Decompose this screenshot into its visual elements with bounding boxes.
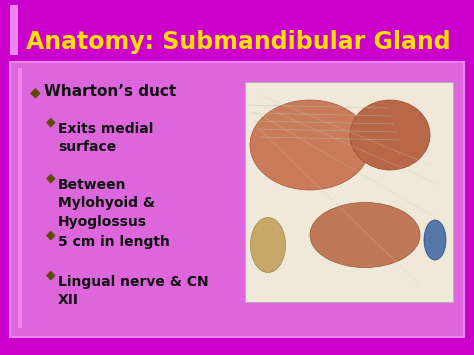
Ellipse shape <box>250 100 370 190</box>
Ellipse shape <box>350 100 430 170</box>
Bar <box>10 62 464 337</box>
Text: Exits medial
surface: Exits medial surface <box>58 122 154 154</box>
Bar <box>245 82 453 302</box>
Bar <box>10 5 18 55</box>
Bar <box>18 68 22 328</box>
Text: ◆: ◆ <box>46 115 55 129</box>
Text: ◆: ◆ <box>46 171 55 185</box>
Text: 5 cm in length: 5 cm in length <box>58 235 170 249</box>
Bar <box>0 0 474 58</box>
Text: Lingual nerve & CN
XII: Lingual nerve & CN XII <box>58 275 209 307</box>
Text: Wharton’s duct: Wharton’s duct <box>44 84 176 99</box>
Text: Between
Mylohyoid &
Hyoglossus: Between Mylohyoid & Hyoglossus <box>58 178 155 229</box>
Text: ◆: ◆ <box>46 229 55 241</box>
Ellipse shape <box>310 202 420 268</box>
Text: Anatomy: Submandibular Gland: Anatomy: Submandibular Gland <box>26 30 450 54</box>
Ellipse shape <box>424 220 446 260</box>
Text: ◆: ◆ <box>30 85 41 99</box>
Ellipse shape <box>250 218 285 273</box>
Text: ◆: ◆ <box>46 268 55 282</box>
